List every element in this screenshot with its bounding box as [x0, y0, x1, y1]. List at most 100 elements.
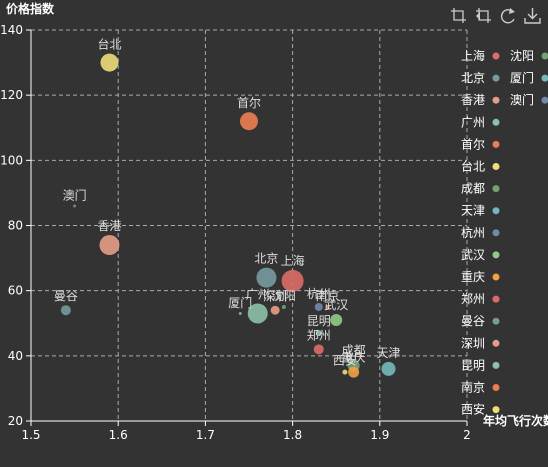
- legend-marker: [492, 118, 500, 126]
- legend-label: 沈阳: [510, 48, 534, 63]
- legend-label: 南京: [461, 380, 485, 395]
- legend-marker: [492, 361, 500, 369]
- legend-label: 北京: [461, 71, 485, 85]
- legend-item[interactable]: 广州: [461, 115, 500, 129]
- bubble-label: 成都: [342, 344, 366, 358]
- bubble-point[interactable]: [60, 305, 71, 316]
- bubble-point[interactable]: [247, 303, 268, 324]
- x-tick-label: 1.5: [21, 428, 40, 442]
- legend-item[interactable]: 香港: [461, 93, 500, 107]
- zoom-icon[interactable]: [451, 8, 466, 23]
- download-icon[interactable]: [524, 8, 541, 24]
- x-tick-label: 1.9: [370, 428, 389, 442]
- legend-label: 香港: [461, 93, 485, 107]
- x-tick-label: 1.7: [196, 428, 215, 442]
- bubble-point[interactable]: [313, 344, 324, 355]
- legend-item[interactable]: 沈阳: [510, 48, 548, 63]
- legend-item[interactable]: 深圳: [461, 336, 500, 350]
- bubble-label: 杭州: [307, 286, 331, 301]
- bubble-point[interactable]: [99, 235, 120, 256]
- legend-item[interactable]: 昆明: [461, 358, 500, 372]
- legend-marker: [492, 295, 500, 303]
- legend-marker: [492, 229, 500, 237]
- toolbox: [451, 8, 541, 24]
- legend-item[interactable]: 北京: [461, 71, 500, 85]
- legend-item[interactable]: 曼谷: [461, 314, 500, 328]
- legend-item[interactable]: 重庆: [461, 270, 500, 284]
- legend-item[interactable]: 武汉: [461, 248, 500, 262]
- legend-label: 台北: [461, 159, 485, 174]
- x-tick-label: 1.6: [109, 428, 128, 442]
- legend-item[interactable]: 天津: [461, 204, 500, 218]
- y-axis-name: 价格指数: [6, 1, 55, 16]
- bubble-label: 武汉: [324, 298, 348, 312]
- bubble-point[interactable]: [325, 304, 330, 309]
- zoom-reset-icon[interactable]: [476, 8, 491, 23]
- legend-item[interactable]: 杭州: [461, 225, 500, 240]
- bubble-label: 南京: [315, 288, 339, 303]
- bubble-label: 曼谷: [54, 289, 78, 303]
- legend-label: 郑州: [461, 291, 485, 306]
- bubble-point[interactable]: [315, 330, 322, 337]
- legend-marker: [492, 163, 500, 170]
- legend-marker: [541, 96, 548, 104]
- bubble-label: 广州: [246, 287, 270, 301]
- bubble-point[interactable]: [256, 267, 277, 288]
- x-tick-label: 2: [463, 428, 471, 442]
- bubble-point[interactable]: [281, 304, 286, 309]
- bubble-label: 香港: [97, 219, 121, 233]
- legend-item[interactable]: 西安: [461, 402, 500, 417]
- y-tick-label: 60: [8, 284, 23, 298]
- legend-marker: [492, 185, 500, 193]
- legend-label: 昆明: [461, 358, 485, 372]
- legend-label: 西安: [461, 402, 485, 417]
- bubble-point[interactable]: [381, 361, 396, 376]
- bubble-point[interactable]: [281, 269, 304, 292]
- legend-item[interactable]: 成都: [461, 182, 500, 196]
- bubble-point[interactable]: [73, 204, 77, 208]
- bubble-label: 重庆: [342, 351, 366, 365]
- bubble-point[interactable]: [240, 112, 258, 131]
- legend-label: 天津: [461, 204, 485, 218]
- restore-icon[interactable]: [500, 8, 515, 24]
- legend-label: 广州: [461, 115, 485, 129]
- bubble-label: 首尔: [237, 95, 261, 110]
- legend-item[interactable]: 台北: [461, 159, 500, 174]
- bubble-point[interactable]: [330, 313, 343, 326]
- legend-item[interactable]: 厦门: [510, 70, 548, 85]
- legend-label: 厦门: [510, 70, 534, 85]
- legend-label: 重庆: [461, 270, 485, 284]
- bubble-point[interactable]: [314, 302, 323, 311]
- legend-marker: [492, 339, 500, 347]
- legend-label: 曼谷: [461, 314, 485, 328]
- legend-marker: [492, 74, 500, 82]
- bubble-label: 上海: [281, 253, 305, 268]
- legend-item[interactable]: 郑州: [461, 291, 500, 306]
- bubble-label: 沈阳: [272, 288, 296, 303]
- legend-label: 武汉: [461, 248, 485, 262]
- legend-marker: [492, 52, 500, 60]
- bubble-point[interactable]: [100, 53, 119, 72]
- legend-item[interactable]: 首尔: [461, 136, 500, 151]
- bubble-point[interactable]: [342, 369, 348, 375]
- legend-item[interactable]: 澳门: [510, 92, 548, 107]
- legend-label: 上海: [461, 48, 485, 63]
- bubble-label: 昆明: [307, 314, 331, 328]
- bubble-label: 深圳: [263, 290, 287, 304]
- bubble-label: 台北: [97, 37, 121, 52]
- y-tick-label: 120: [0, 88, 23, 102]
- legend-marker: [541, 74, 548, 82]
- bubble-point[interactable]: [348, 366, 360, 378]
- x-tick-label: 1.8: [283, 428, 302, 442]
- legend-item[interactable]: 南京: [461, 380, 500, 395]
- y-tick-label: 40: [8, 349, 23, 363]
- legend-item[interactable]: 上海: [461, 48, 500, 63]
- bubble-point[interactable]: [238, 311, 242, 315]
- x-axis-name: 年均飞行次数: [483, 413, 548, 428]
- bubble-point[interactable]: [270, 305, 280, 315]
- legend-marker: [492, 384, 500, 391]
- legend-marker: [492, 96, 500, 104]
